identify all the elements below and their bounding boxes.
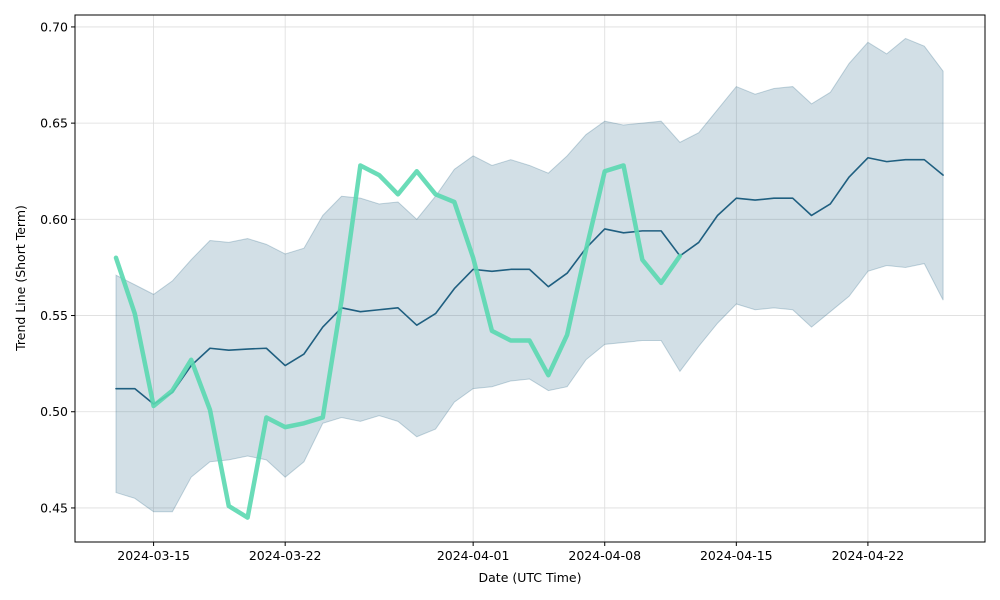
plot-frame (74, 14, 986, 543)
y-tick-label: 0.65 (40, 116, 68, 131)
y-tick-label: 0.60 (40, 212, 68, 227)
x-tick-label: 2024-03-22 (249, 548, 322, 563)
x-axis-label: Date (UTC Time) (479, 570, 582, 585)
x-tick-label: 2024-04-01 (437, 548, 510, 563)
trend-line (113, 163, 683, 520)
x-tick-label: 2024-04-08 (568, 548, 641, 563)
x-tick-label: 2024-04-22 (832, 548, 905, 563)
x-tick-label: 2024-04-15 (700, 548, 773, 563)
confidence-band (115, 37, 944, 513)
y-tick-label: 0.55 (40, 308, 68, 323)
y-tick-label: 0.50 (40, 404, 68, 419)
y-tick-label: 0.70 (40, 19, 68, 34)
y-tick-label: 0.45 (40, 500, 68, 515)
y-axis-label: Trend Line (Short Term) (13, 205, 28, 352)
x-tick-label: 2024-03-15 (117, 548, 190, 563)
trend-line (115, 156, 944, 405)
